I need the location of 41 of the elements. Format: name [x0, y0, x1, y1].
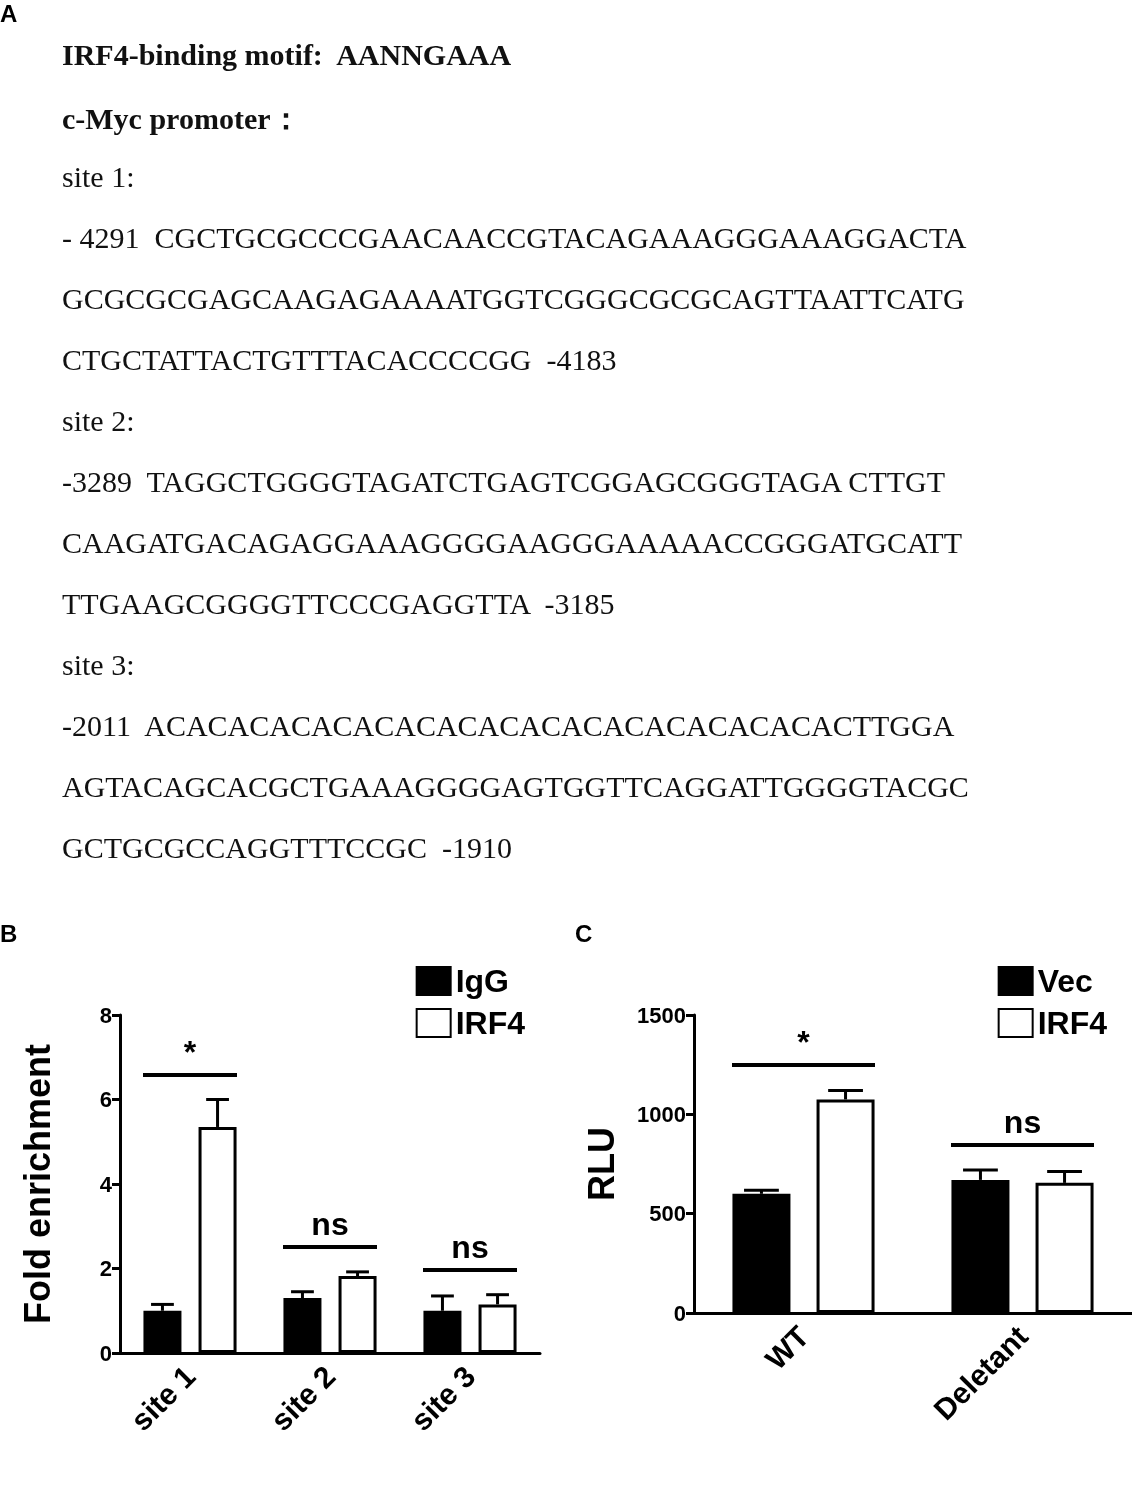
legend-label: IRF4	[1037, 1005, 1108, 1041]
text: - 4291 CGCTGCGCCCGAACAACCGTACAGAAAGGGAAAGGACTA	[62, 221, 967, 255]
annotation: ns	[451, 1228, 489, 1266]
text: -3289 TAGGCTGGGGTAGATCTGAGTCGGAGCGGGTAGA CTTGT	[62, 465, 946, 499]
annotation: *	[797, 1024, 810, 1062]
text: c-Myc promoter：	[62, 101, 301, 137]
text: site 2:	[62, 404, 135, 438]
text: CTGCTATTACTGTTTACACCCCGG -4183	[62, 343, 617, 377]
y-tick-label: 0	[99, 1340, 112, 1366]
annotation: *	[183, 1033, 197, 1071]
y-tick-label: 6	[99, 1087, 112, 1112]
text: AGTACAGCACGCTGAAAGGGGAGTGGTTCAGGATTGGGGTACGC	[62, 770, 969, 804]
text: IRF4-binding motif: AANNGAAA	[62, 38, 512, 72]
chart-title: B	[0, 920, 18, 948]
chart-title: C	[575, 920, 593, 948]
text: -2011 ACACACACACACACACACACACACACACACACACTTGGA	[62, 709, 955, 743]
y-tick-label: 2	[99, 1256, 112, 1281]
y-tick-label: 4	[99, 1171, 113, 1197]
text: TTGAAGCGGGGTTCCCGAGGTTA -3185	[62, 587, 615, 621]
y-tick-label: 0	[673, 1300, 686, 1326]
annotation: ns	[311, 1205, 349, 1243]
text: GCTGCGCCAGGTTTCCGC -1910	[62, 831, 513, 865]
text: GCGCGCGAGCAAGAGAAAATGGTCGGGCGCGCAGTTAATTCATG	[62, 282, 965, 316]
y-tick-label: 1000	[637, 1101, 686, 1127]
y-axis-title: RLU	[580, 1127, 622, 1201]
y-tick-label: 8	[99, 1002, 112, 1028]
text: A	[0, 0, 18, 28]
legend-label: Vec	[1037, 963, 1093, 999]
text: site 3:	[62, 648, 135, 682]
legend-label: IgG	[455, 963, 509, 999]
text: site 1:	[62, 160, 135, 194]
x-tick-label: WT	[758, 1319, 816, 1376]
x-tick-label: site 3	[404, 1359, 482, 1437]
x-tick-label: site 1	[124, 1359, 202, 1437]
y-axis-title: Fold enrichment	[16, 1043, 58, 1325]
y-tick-label: 1500	[637, 1002, 686, 1028]
legend-label: IRF4	[455, 1005, 526, 1041]
y-tick-label: 500	[649, 1201, 686, 1227]
annotation: ns	[1003, 1103, 1042, 1141]
text: CAAGATGACAGAGGAAAGGGGAAGGGAAAAACCGGGATGCATT	[62, 526, 962, 560]
x-tick-label: site 2	[264, 1359, 342, 1437]
